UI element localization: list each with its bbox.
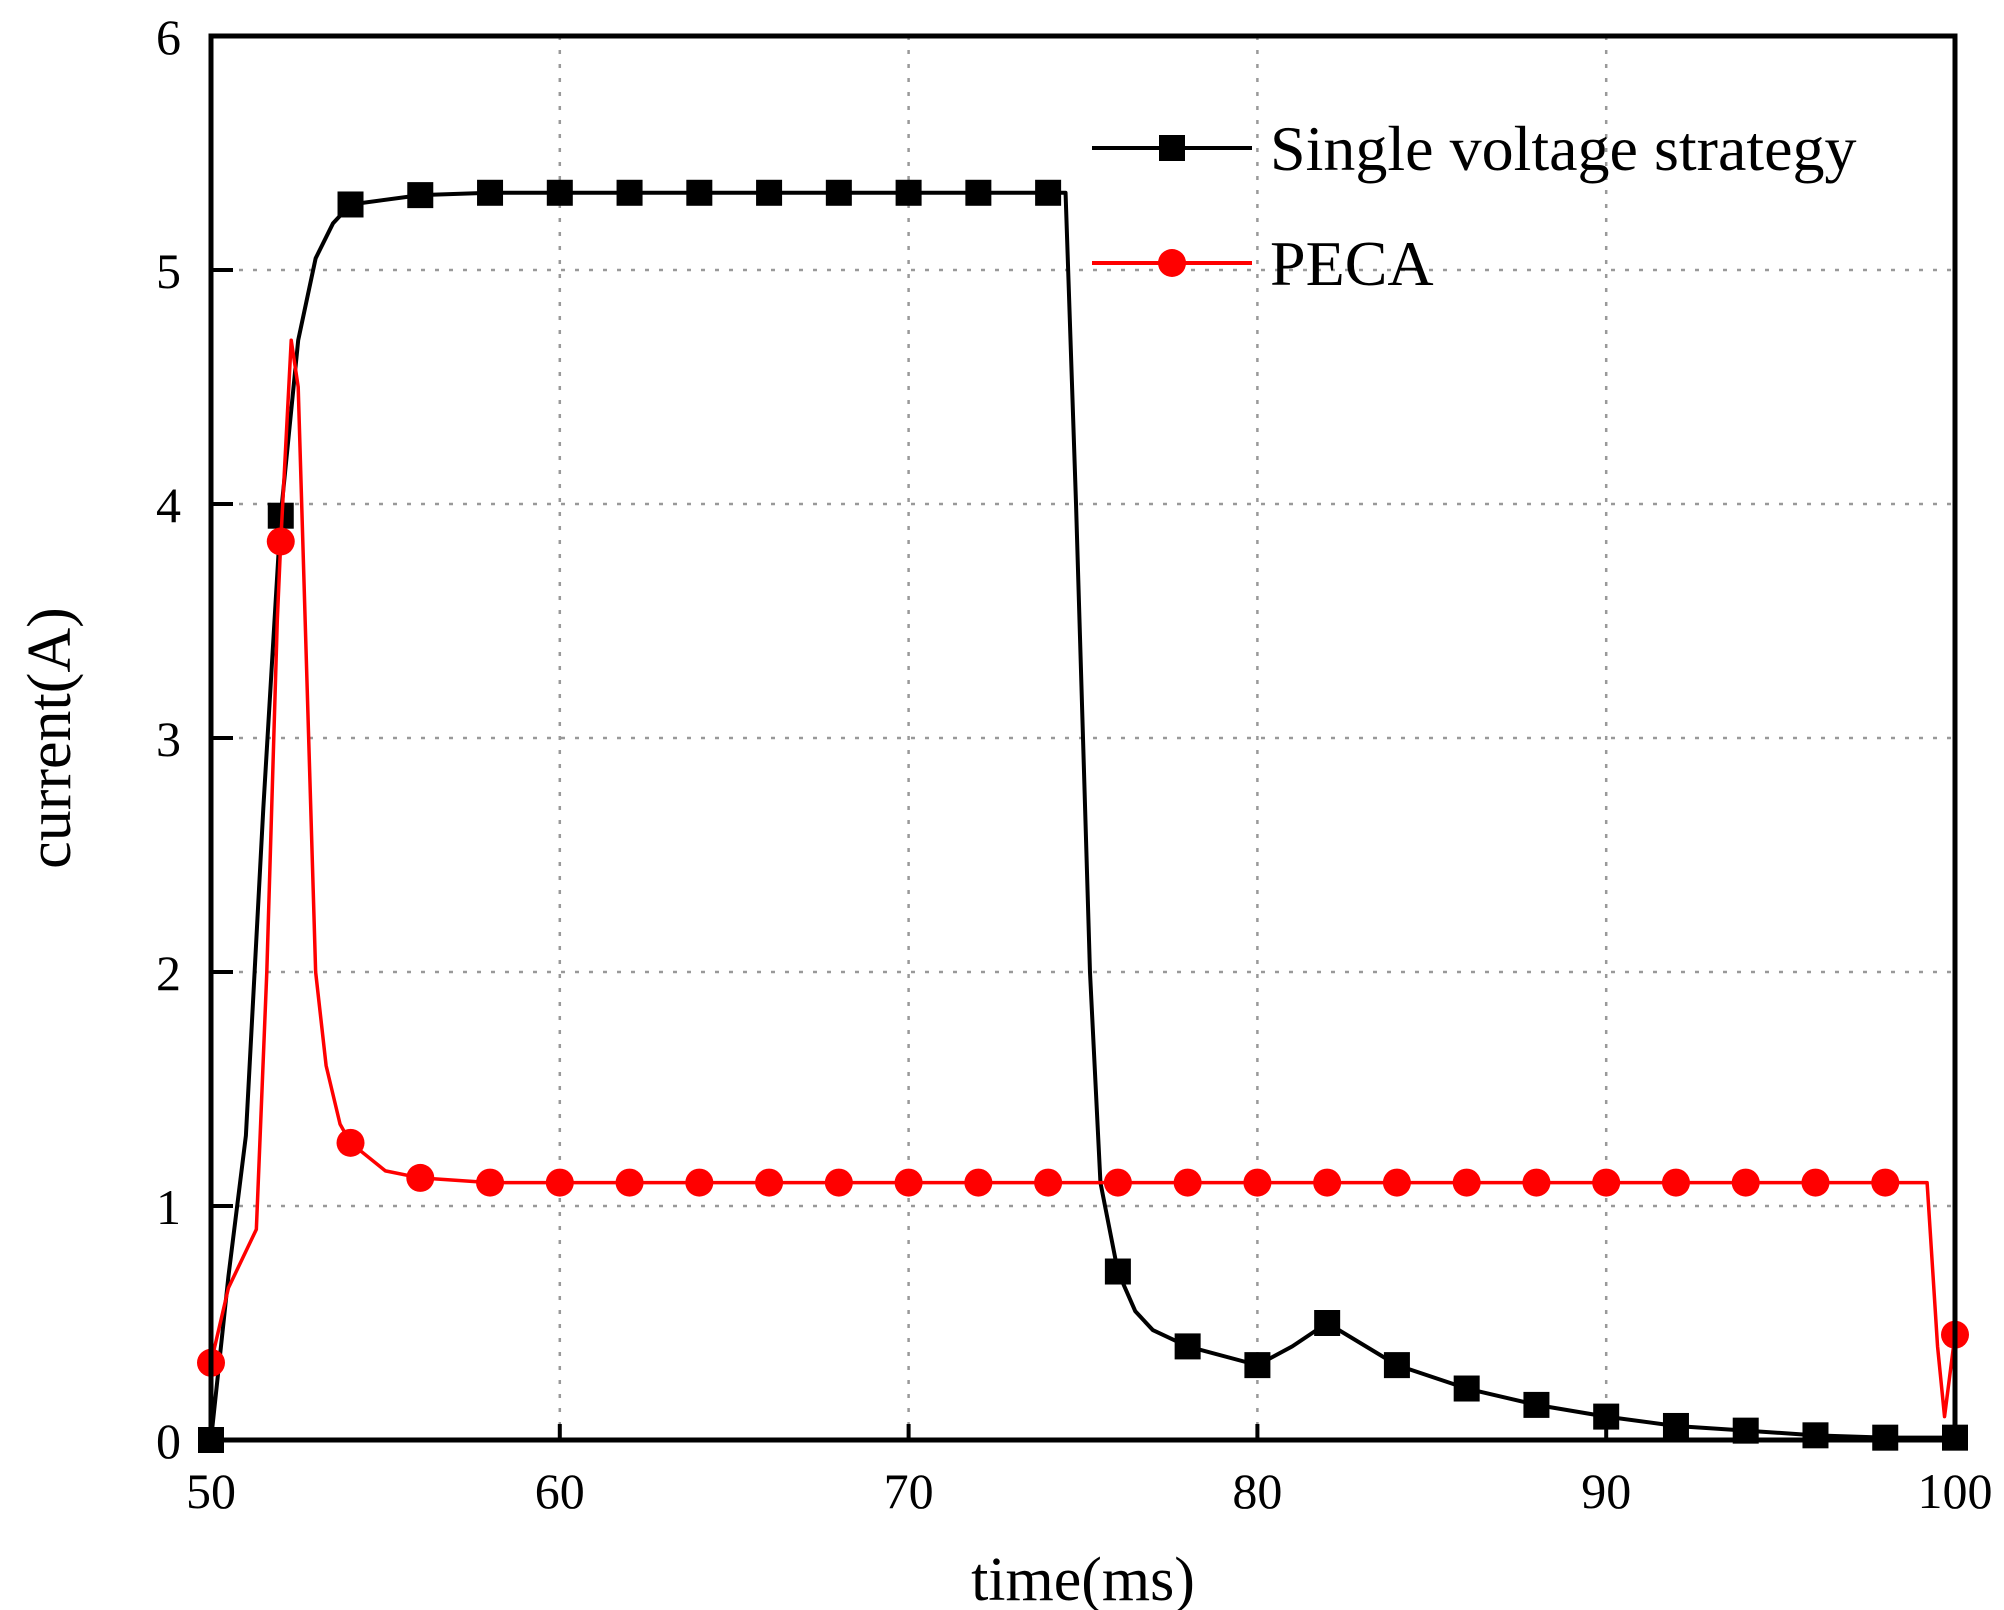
circle-marker: [1382, 1168, 1411, 1197]
square-marker: [337, 191, 364, 218]
circle-marker: [1034, 1168, 1063, 1197]
square-marker: [965, 179, 992, 206]
circle-marker: [1522, 1168, 1551, 1197]
square-marker: [407, 182, 434, 209]
x-tick-label: 70: [884, 1463, 934, 1519]
circle-marker: [1592, 1168, 1621, 1197]
legend: Single voltage strategy PECA: [1092, 113, 1857, 299]
y-tick-label: 3: [156, 711, 181, 767]
circle-marker: [1871, 1168, 1900, 1197]
square-marker: [1802, 1422, 1829, 1449]
x-tick-label: 60: [535, 1463, 585, 1519]
circle-marker: [1731, 1168, 1760, 1197]
x-axis-label: time(ms): [971, 1546, 1195, 1610]
circle-marker: [964, 1168, 993, 1197]
circle-marker: [266, 527, 295, 556]
circle-marker: [1661, 1168, 1690, 1197]
legend-entry: Single voltage strategy: [1092, 113, 1857, 184]
x-tick-label: 80: [1232, 1463, 1282, 1519]
square-marker: [1244, 1352, 1271, 1379]
square-marker: [1523, 1391, 1550, 1418]
circle-marker: [1243, 1168, 1272, 1197]
square-marker: [1453, 1375, 1480, 1402]
circle-marker: [894, 1168, 923, 1197]
circle-marker: [1452, 1168, 1481, 1197]
circle-marker: [1103, 1168, 1132, 1197]
square-marker: [686, 179, 713, 206]
legend-label: Single voltage strategy: [1270, 113, 1857, 184]
square-marker: [1159, 135, 1185, 161]
series-layer: [197, 179, 1969, 1453]
circle-marker: [336, 1128, 365, 1157]
circle-marker: [1313, 1168, 1342, 1197]
x-tick-label: 90: [1581, 1463, 1631, 1519]
square-marker: [1662, 1412, 1689, 1439]
series-line: [209, 338, 1957, 1419]
square-marker: [756, 179, 783, 206]
square-marker: [825, 179, 852, 206]
legend-label: PECA: [1270, 228, 1434, 299]
circle-marker: [545, 1168, 574, 1197]
x-tick-label: 50: [186, 1463, 236, 1519]
square-marker: [546, 179, 573, 206]
square-marker: [1174, 1333, 1201, 1360]
y-tick-label: 5: [156, 243, 181, 299]
x-tick-label: 100: [1918, 1463, 1993, 1519]
square-marker: [895, 179, 922, 206]
y-axis-label: current(A): [16, 607, 84, 869]
series-line: [209, 190, 1955, 1441]
ticks: 50 60 70 80 90 100 0 1 2 3 4 5 6: [156, 9, 1993, 1519]
square-marker: [1104, 1258, 1131, 1285]
square-marker: [616, 179, 643, 206]
circle-marker: [1158, 249, 1186, 277]
circle-marker: [685, 1168, 714, 1197]
square-marker: [477, 179, 504, 206]
circle-marker: [615, 1168, 644, 1197]
circle-marker: [1801, 1168, 1830, 1197]
circle-marker: [1173, 1168, 1202, 1197]
y-tick-label: 0: [156, 1413, 181, 1469]
y-tick-label: 6: [156, 9, 181, 65]
square-marker: [1035, 179, 1062, 206]
series-single-voltage: [198, 179, 1968, 1453]
circle-marker: [824, 1168, 853, 1197]
y-tick-label: 1: [156, 1179, 181, 1235]
y-tick-label: 4: [156, 477, 181, 533]
circle-marker: [406, 1163, 435, 1192]
legend-entry: PECA: [1092, 228, 1434, 299]
circle-marker: [755, 1168, 784, 1197]
square-marker: [1383, 1352, 1410, 1379]
series-peca: [197, 338, 1969, 1419]
circle-marker: [476, 1168, 505, 1197]
y-tick-label: 2: [156, 945, 181, 1001]
square-marker: [1314, 1310, 1341, 1336]
